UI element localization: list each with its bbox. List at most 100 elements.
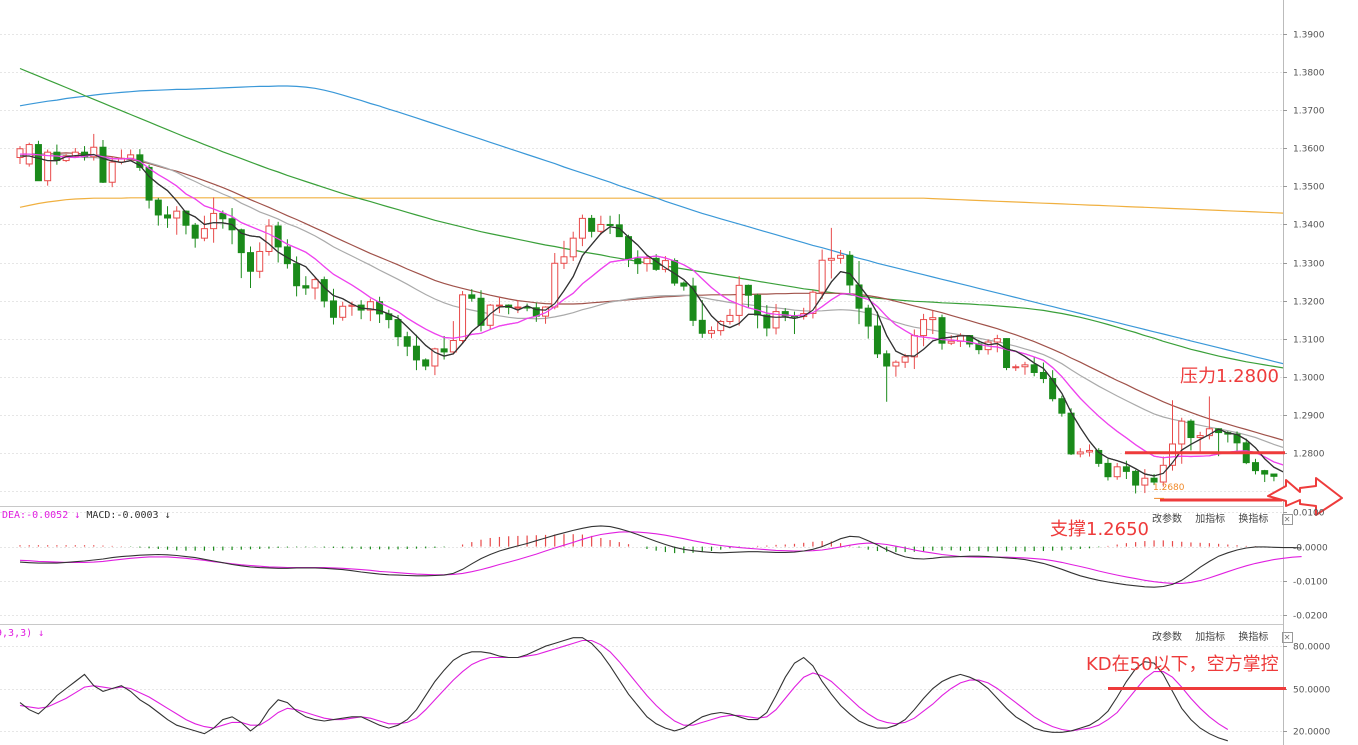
- candle-body: [1261, 470, 1269, 475]
- candle-body: [1030, 364, 1038, 373]
- candle-body: [1067, 412, 1075, 455]
- candle-body: [920, 319, 928, 337]
- candle-body: [929, 317, 937, 321]
- candle-body: [486, 304, 494, 326]
- kd-title: (9,3,3) ↓: [0, 628, 44, 639]
- macd-value: MACD:-0.0003: [86, 510, 159, 521]
- d-line: [19, 639, 1229, 732]
- candle-body: [827, 257, 835, 261]
- candle-body: [698, 319, 706, 334]
- candle-body: [726, 314, 734, 322]
- candle-body: [219, 212, 227, 220]
- k-line: [19, 637, 1228, 742]
- candle-body: [431, 348, 439, 367]
- resistance-label: 压力1.2800: [1180, 366, 1279, 387]
- candle-body: [689, 285, 697, 321]
- kd-tick-label: 80.0000: [1293, 643, 1330, 653]
- candle-body: [809, 291, 817, 314]
- candle-body: [283, 246, 291, 265]
- candle-body: [412, 345, 420, 361]
- candle-body: [182, 210, 190, 226]
- dif-line: [19, 525, 1302, 588]
- kd-plot: [19, 637, 1229, 742]
- candle-body: [311, 279, 319, 289]
- price-tick-label: 1.3800: [1293, 69, 1325, 79]
- candle-body: [90, 146, 98, 158]
- price-tick-label: 1.3700: [1293, 107, 1325, 117]
- candle-body: [1086, 449, 1094, 453]
- price-tick-label: 1.3400: [1293, 221, 1325, 231]
- candle-body: [763, 314, 771, 329]
- price-tick-label: 1.3000: [1293, 374, 1325, 384]
- macd-edit-params-button[interactable]: 改参数: [1152, 514, 1182, 525]
- candle-body: [560, 256, 568, 264]
- candle-body: [1104, 462, 1112, 478]
- forecast-arrow-icon: [1267, 477, 1343, 516]
- candle-body: [274, 225, 282, 248]
- support-label: 支撑1.2650: [1050, 519, 1149, 540]
- candle-body: [468, 294, 476, 299]
- candle-body: [1270, 473, 1278, 477]
- candle-body: [422, 359, 430, 367]
- candle-body: [735, 284, 743, 316]
- ma120-line: [19, 85, 1283, 365]
- macd-add-indicator-button[interactable]: 加指标: [1195, 514, 1226, 525]
- kd-note-label: KD在50以下，空方掌控: [1086, 654, 1279, 675]
- candle-body: [625, 236, 633, 260]
- price-tick-label: 1.2800: [1293, 450, 1325, 460]
- candle-body: [34, 144, 42, 182]
- ma5-line: [20, 153, 1283, 477]
- kd-switch-indicator-button[interactable]: 换指标: [1238, 632, 1269, 643]
- macd-switch-indicator-button[interactable]: 换指标: [1238, 514, 1269, 525]
- candle-body: [440, 348, 448, 353]
- candle-body: [302, 285, 310, 289]
- kd-add-indicator-button[interactable]: 加指标: [1195, 632, 1226, 643]
- candle-body: [329, 300, 337, 318]
- candle-body: [864, 307, 872, 327]
- candle-body: [1141, 477, 1149, 486]
- candle-body: [1049, 378, 1057, 400]
- candle-body: [910, 335, 918, 358]
- candle-body: [873, 325, 881, 355]
- candle-body: [901, 356, 909, 363]
- low-marker-label: 1.2680: [1153, 483, 1185, 493]
- candle-body: [154, 199, 162, 216]
- candle-body: [320, 279, 328, 302]
- candle-body: [1122, 466, 1130, 472]
- candle-body: [837, 254, 845, 259]
- candle-body: [1012, 366, 1020, 369]
- candle-body: [597, 223, 605, 232]
- candle-body: [394, 319, 402, 338]
- candle-body: [643, 257, 651, 265]
- ma20-line: [19, 153, 1283, 448]
- candles: [16, 133, 1278, 494]
- candle-body: [1196, 435, 1204, 439]
- kd-tick-label: 50.0000: [1293, 686, 1330, 696]
- candle-body: [1058, 398, 1066, 414]
- candle-body: [634, 258, 642, 265]
- kd-controls: 改参数 加指标 换指标 ✕: [1152, 628, 1303, 643]
- candle-body: [449, 340, 457, 353]
- candle-body: [247, 252, 254, 272]
- candle-body: [164, 214, 172, 219]
- price-tick-label: 1.3300: [1293, 260, 1325, 270]
- kd-edit-params-button[interactable]: 改参数: [1152, 632, 1182, 643]
- candle-body: [846, 254, 854, 286]
- candle-body: [993, 338, 1001, 343]
- candle-body: [1178, 420, 1186, 445]
- candle-body: [708, 330, 715, 334]
- candle-body: [366, 301, 374, 311]
- ma250-line: [19, 197, 1283, 214]
- candle-body: [1169, 443, 1176, 466]
- candle-body: [514, 306, 522, 309]
- kd-close-icon[interactable]: ✕: [1281, 632, 1293, 643]
- candle-body: [339, 305, 347, 318]
- candle-body: [588, 217, 596, 232]
- macd-close-icon[interactable]: ✕: [1281, 514, 1293, 525]
- candle-body: [606, 223, 614, 226]
- candle-body: [1150, 477, 1158, 483]
- candle-body: [44, 151, 52, 182]
- macd-tick-label: -0.0000: [1293, 544, 1328, 554]
- kd-params: (9,3,3): [0, 628, 33, 639]
- candle-body: [744, 284, 752, 296]
